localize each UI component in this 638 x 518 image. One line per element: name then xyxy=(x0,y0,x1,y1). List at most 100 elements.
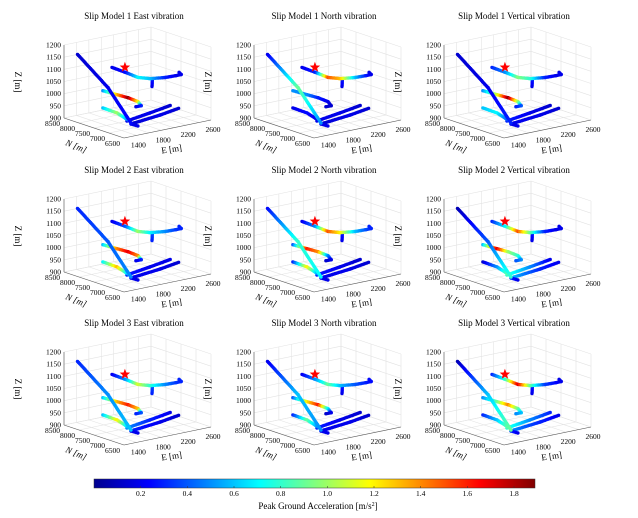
n-tick-label: 7500 xyxy=(265,436,280,445)
pga-point-stub xyxy=(516,278,520,282)
n-tick-label: 6500 xyxy=(485,446,500,455)
grid-line xyxy=(63,229,152,248)
pga-point-stub xyxy=(326,431,330,435)
source-star-icon xyxy=(309,368,321,379)
grid-line xyxy=(443,205,532,224)
source-star-icon xyxy=(499,215,511,226)
e-tick-label: 2600 xyxy=(586,432,601,441)
pga-point-upper xyxy=(557,377,561,381)
n-tick-label: 8500 xyxy=(425,273,440,282)
e-tick-label: 1400 xyxy=(131,447,146,456)
e-axis xyxy=(503,119,592,139)
pga-point-middle xyxy=(514,259,518,263)
z-tick-label: 900 xyxy=(240,421,252,430)
e-axis-label: E [m] xyxy=(161,143,183,156)
n-tick-label: 7000 xyxy=(470,288,485,297)
grid-line xyxy=(253,370,342,389)
grid-line xyxy=(443,333,532,353)
e-tick-label: 2200 xyxy=(181,437,196,446)
z-tick-label: 900 xyxy=(240,114,252,123)
n-axis-label: N [m] xyxy=(253,444,278,462)
n-tick-label: 8000 xyxy=(60,431,75,440)
e-tick-label: 1400 xyxy=(131,140,146,149)
n-axis-label: N [m] xyxy=(253,137,278,155)
pga-point-branch xyxy=(340,391,344,396)
colorbar-tick-label: 0.2 xyxy=(136,489,146,498)
grid-line xyxy=(530,180,592,202)
z-tick-label: 1000 xyxy=(236,243,251,252)
z-axis-label: Z [m] xyxy=(393,72,403,93)
pga-point-branch xyxy=(340,238,344,243)
z-tick-label: 1100 xyxy=(426,219,441,228)
grid-line xyxy=(340,394,402,416)
z-tick-label: 900 xyxy=(430,114,442,123)
grid-line xyxy=(340,192,402,214)
e-tick-label: 1800 xyxy=(536,135,551,144)
pga-point-ramp xyxy=(129,428,133,432)
grid-line xyxy=(253,26,342,46)
grid-line xyxy=(443,241,532,261)
grid-line xyxy=(253,241,342,261)
z-tick-label: 1200 xyxy=(426,41,441,50)
pga-point-stub xyxy=(326,278,330,282)
grid-line xyxy=(340,358,402,379)
pga-point-ramp xyxy=(509,121,513,125)
grid-line xyxy=(253,217,342,236)
z-tick-label: 900 xyxy=(50,114,62,123)
grid-line xyxy=(150,192,212,214)
n-axis xyxy=(253,424,315,446)
pga-point-upper xyxy=(367,224,371,228)
grid-line xyxy=(458,411,547,431)
pga-point-floorB xyxy=(556,106,561,111)
e-tick-label: 1800 xyxy=(536,289,551,298)
z-tick-label: 1000 xyxy=(46,89,61,98)
grid-line xyxy=(150,345,212,367)
z-tick-label: 1150 xyxy=(236,53,251,62)
grid-line xyxy=(488,421,577,441)
grid-line xyxy=(150,205,212,226)
pga-point-floorA xyxy=(358,103,362,108)
pga-point-branch xyxy=(530,238,534,243)
z-tick-label: 900 xyxy=(50,421,62,430)
z-tick-label: 1200 xyxy=(46,195,61,204)
n-axis xyxy=(253,117,315,139)
e-tick-label: 2200 xyxy=(561,437,576,446)
n-tick-label: 8500 xyxy=(425,426,440,435)
grid-line xyxy=(530,87,592,109)
grid-line xyxy=(488,268,577,288)
n-axis xyxy=(63,271,125,293)
n-tick-label: 8500 xyxy=(45,119,60,128)
pga-point-middle xyxy=(134,259,138,263)
grid-line xyxy=(108,421,197,441)
grid-line xyxy=(530,241,592,263)
n-tick-label: 6500 xyxy=(295,139,310,148)
z-tick-label: 950 xyxy=(240,408,252,417)
grid-line xyxy=(458,258,547,278)
grid-line xyxy=(298,421,387,441)
n-axis-label: N [m] xyxy=(63,137,88,155)
pga-point-floorB xyxy=(556,413,561,417)
pga-point-branch xyxy=(530,391,534,396)
pga-point-floorB xyxy=(366,260,371,264)
z-tick-label: 1050 xyxy=(236,384,251,393)
colorbar-tick-label: 1.6 xyxy=(463,489,473,498)
grid-line xyxy=(340,26,402,48)
subplot-6: Slip Model 2 Vertical vibration 900 950 100… xyxy=(393,165,601,309)
e-tick-label: 1800 xyxy=(346,289,361,298)
n-tick-label: 7500 xyxy=(265,129,280,138)
pga-point-upper xyxy=(557,70,561,75)
grid-line xyxy=(443,370,532,389)
z-tick-label: 1050 xyxy=(426,384,441,393)
z-tick-label: 1100 xyxy=(426,372,441,381)
pga-point-floorB xyxy=(366,106,371,111)
grid-line xyxy=(63,63,152,82)
grid-line xyxy=(530,394,592,416)
n-tick-label: 7000 xyxy=(90,441,105,450)
z-tick-label: 950 xyxy=(430,101,442,110)
grid-line xyxy=(530,358,592,379)
pga-point-floorB xyxy=(556,260,561,264)
pga-point-floorA xyxy=(358,257,362,262)
z-tick-label: 1100 xyxy=(46,219,61,228)
z-tick-label: 1050 xyxy=(236,231,251,240)
